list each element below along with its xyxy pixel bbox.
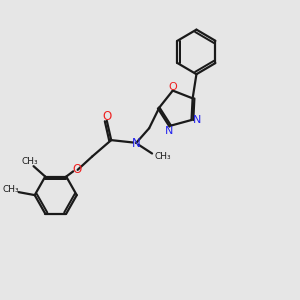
- Text: CH₃: CH₃: [155, 152, 172, 161]
- Text: CH₃: CH₃: [22, 157, 38, 166]
- Text: O: O: [168, 82, 177, 92]
- Text: N: N: [132, 136, 140, 150]
- Text: N: N: [165, 126, 174, 136]
- Text: CH₃: CH₃: [2, 185, 19, 194]
- Text: N: N: [193, 115, 201, 125]
- Text: O: O: [72, 163, 82, 176]
- Text: O: O: [102, 110, 111, 123]
